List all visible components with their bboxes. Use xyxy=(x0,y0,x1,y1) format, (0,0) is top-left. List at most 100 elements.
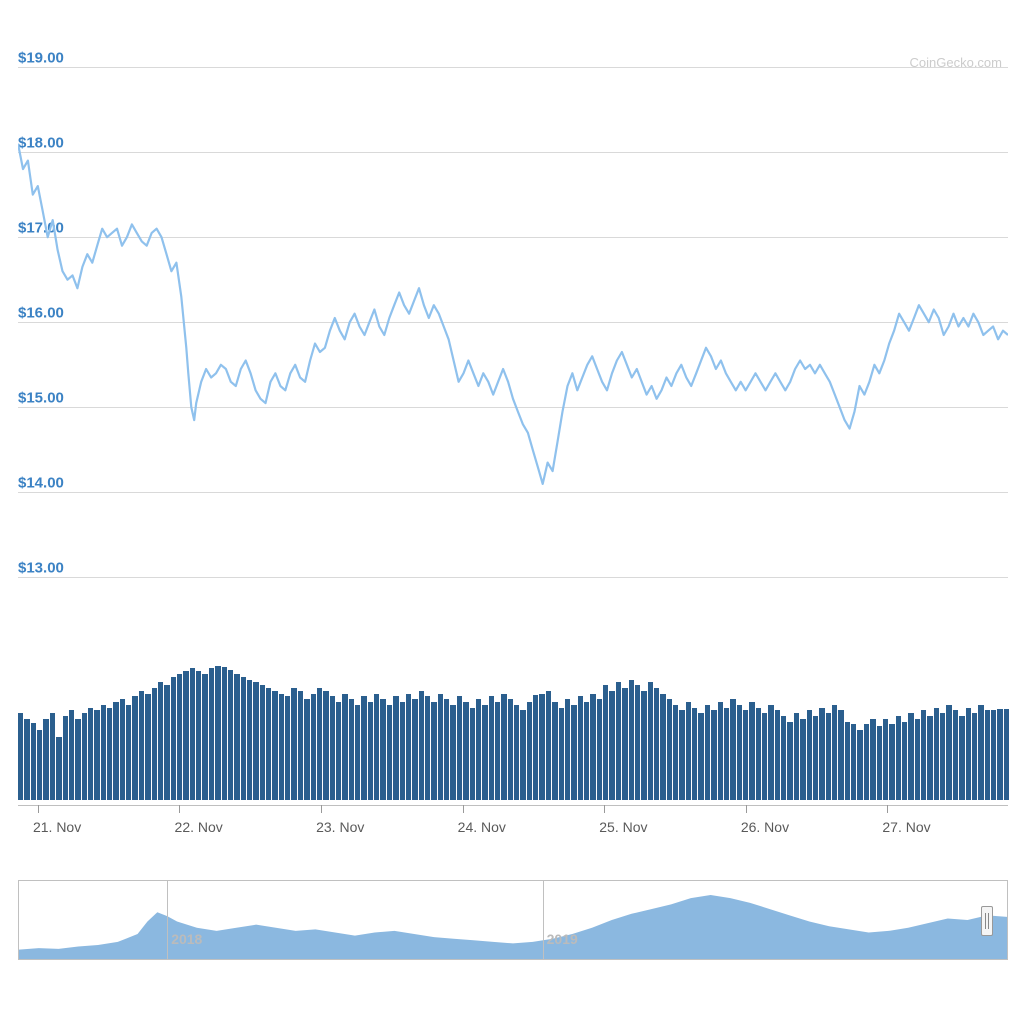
volume-bar xyxy=(737,705,742,800)
volume-bar xyxy=(63,716,68,800)
volume-bar xyxy=(870,719,875,800)
volume-bar xyxy=(915,719,920,800)
volume-bar xyxy=(120,699,125,800)
volume-bar xyxy=(406,694,411,800)
volume-bar xyxy=(393,696,398,800)
volume-bar xyxy=(323,691,328,800)
x-tick xyxy=(746,805,747,813)
x-tick xyxy=(887,805,888,813)
volume-bar xyxy=(463,702,468,800)
navigator-handle[interactable] xyxy=(981,906,993,936)
x-axis-label: 23. Nov xyxy=(316,819,364,835)
volume-bar xyxy=(94,710,99,800)
volume-bar xyxy=(546,691,551,800)
volume-bar xyxy=(787,722,792,800)
volume-bar xyxy=(991,710,996,800)
volume-bar xyxy=(514,705,519,800)
volume-bar xyxy=(743,710,748,800)
volume-bar xyxy=(482,705,487,800)
volume-bar xyxy=(132,696,137,800)
volume-bar xyxy=(88,708,93,800)
x-tick xyxy=(604,805,605,813)
volume-bar xyxy=(667,699,672,800)
volume-bar xyxy=(247,680,252,800)
volume-bar xyxy=(495,702,500,800)
navigator[interactable]: 20182019 xyxy=(18,880,1008,960)
volume-bar xyxy=(565,699,570,800)
nav-year-label: 2019 xyxy=(547,931,578,947)
nav-year-line xyxy=(543,881,544,959)
volume-bar xyxy=(813,716,818,800)
x-axis: 21. Nov22. Nov23. Nov24. Nov25. Nov26. N… xyxy=(18,805,1008,845)
volume-bar xyxy=(749,702,754,800)
volume-bar xyxy=(183,671,188,800)
volume-bar xyxy=(552,702,557,800)
volume-bar xyxy=(317,688,322,800)
volume-bar xyxy=(291,688,296,800)
volume-bar xyxy=(228,670,233,800)
volume-bar xyxy=(457,696,462,800)
volume-bar xyxy=(272,691,277,800)
volume-bar xyxy=(571,705,576,800)
volume-bar xyxy=(934,708,939,800)
volume-bar xyxy=(902,722,907,800)
volume-bar xyxy=(489,696,494,800)
volume-bar xyxy=(609,691,614,800)
volume-bar xyxy=(896,716,901,800)
volume-bar xyxy=(1004,709,1009,800)
volume-bar xyxy=(152,688,157,800)
price-chart[interactable]: $13.00$14.00$15.00$16.00$17.00$18.00$19.… xyxy=(18,50,1008,620)
volume-bar xyxy=(311,694,316,800)
volume-bar xyxy=(940,713,945,800)
volume-bar xyxy=(69,710,74,800)
volume-bar xyxy=(285,696,290,800)
volume-bar xyxy=(794,713,799,800)
volume-bar xyxy=(711,710,716,800)
volume-bar xyxy=(953,710,958,800)
volume-chart[interactable] xyxy=(18,660,1008,800)
volume-bar xyxy=(336,702,341,800)
volume-bar xyxy=(762,713,767,800)
volume-bar xyxy=(438,694,443,800)
x-axis-label: 22. Nov xyxy=(175,819,223,835)
volume-bar xyxy=(126,705,131,800)
volume-bar xyxy=(539,694,544,800)
volume-bar xyxy=(75,719,80,800)
volume-bar xyxy=(82,713,87,800)
volume-bar xyxy=(202,674,207,800)
volume-bar xyxy=(985,710,990,800)
volume-bar xyxy=(260,685,265,800)
volume-bar xyxy=(857,730,862,800)
volume-bar xyxy=(342,694,347,800)
volume-bar xyxy=(400,702,405,800)
volume-bar xyxy=(832,705,837,800)
volume-bar xyxy=(997,709,1002,800)
volume-bar xyxy=(603,685,608,800)
volume-bar xyxy=(622,688,627,800)
volume-bar xyxy=(692,708,697,800)
volume-bar xyxy=(946,705,951,800)
volume-bar xyxy=(374,694,379,800)
volume-bar xyxy=(470,708,475,800)
volume-bar xyxy=(978,705,983,800)
volume-bar xyxy=(101,705,106,800)
volume-bar xyxy=(845,722,850,800)
volume-bar xyxy=(222,667,227,800)
volume-bar xyxy=(800,719,805,800)
volume-bar xyxy=(883,719,888,800)
volume-bar xyxy=(24,719,29,800)
x-axis-label: 27. Nov xyxy=(882,819,930,835)
volume-bar xyxy=(508,699,513,800)
volume-bar xyxy=(648,682,653,800)
volume-bar xyxy=(139,691,144,800)
volume-bar xyxy=(698,713,703,800)
volume-bar xyxy=(361,696,366,800)
volume-bar xyxy=(838,710,843,800)
volume-bar xyxy=(673,705,678,800)
volume-bar xyxy=(50,713,55,800)
volume-bar xyxy=(158,682,163,800)
volume-bar xyxy=(889,724,894,800)
volume-bar xyxy=(368,702,373,800)
volume-bar xyxy=(234,674,239,800)
x-axis-label: 25. Nov xyxy=(599,819,647,835)
